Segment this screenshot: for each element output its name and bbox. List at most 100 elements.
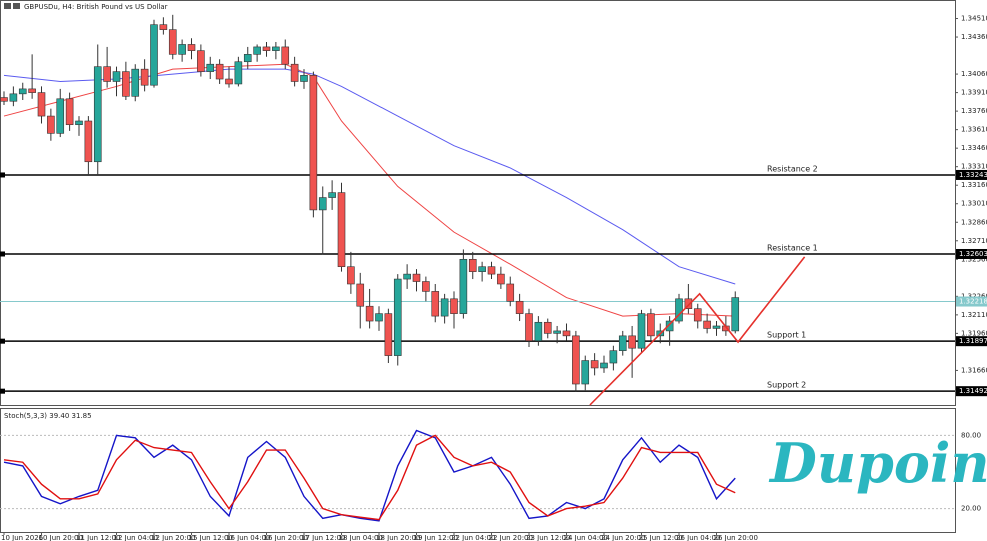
- x-tick-label: 22 Jun 20:00: [489, 534, 533, 541]
- candle-body: [197, 50, 205, 72]
- level-name: Support 1: [767, 331, 806, 340]
- level-name: Support 2: [767, 381, 806, 390]
- candle-body: [234, 61, 243, 85]
- chart-title: GBPUSDu, H4: British Pound vs US Dollar: [24, 3, 168, 11]
- x-tick-label: 25 Jun 12:00: [639, 534, 683, 541]
- candle-body: [84, 120, 93, 163]
- candle-body: [440, 298, 449, 317]
- candle-body: [581, 360, 590, 385]
- y-tick-label: 1.31960: [961, 329, 987, 337]
- y-tick-label: 1.34510: [961, 15, 987, 23]
- candle-body: [37, 92, 46, 117]
- pattern-line: [589, 256, 806, 406]
- candle-body: [553, 330, 561, 334]
- candle-body: [65, 98, 74, 126]
- candle-body: [628, 335, 636, 349]
- candle-body: [459, 258, 468, 314]
- candle-body: [328, 192, 336, 198]
- candle-body: [412, 273, 421, 282]
- candle-body: [140, 68, 149, 86]
- candle-body: [637, 313, 646, 349]
- level-tag: [956, 248, 987, 259]
- level-name: Resistance 2: [767, 164, 818, 173]
- candle-body: [112, 71, 121, 82]
- candle-body: [665, 320, 674, 332]
- x-tick-label: 17 Jun 12:00: [301, 534, 345, 541]
- watermark: Dupoin: [768, 431, 987, 495]
- candle-body: [393, 278, 402, 356]
- y-tick-label: 1.33160: [961, 181, 987, 189]
- x-tick-label: 24 Jun 20:00: [601, 534, 645, 541]
- candle-body: [600, 362, 608, 369]
- candle-body: [243, 54, 252, 63]
- candle-body: [675, 298, 683, 322]
- y-tick-label: 20.00: [961, 505, 981, 513]
- candle-body: [684, 298, 693, 309]
- level-anchor: [0, 388, 5, 394]
- x-tick-label: 18 Jun 20:00: [376, 534, 420, 541]
- candle-body: [712, 325, 721, 329]
- candle-body: [703, 320, 711, 329]
- y-tick-label: 1.32110: [961, 311, 987, 319]
- candle-body: [375, 313, 383, 322]
- icon: [4, 3, 11, 9]
- candle-body: [18, 88, 27, 95]
- y-tick-label: 1.32260: [961, 292, 987, 300]
- stoch-line: [3, 429, 736, 522]
- main-frame: [0, 0, 956, 406]
- level-anchor: [0, 338, 5, 344]
- candle-body: [618, 335, 627, 351]
- candle-body: [187, 44, 196, 51]
- level-anchor: [0, 172, 5, 178]
- candle-body: [150, 24, 158, 86]
- candle-body: [75, 120, 83, 126]
- y-tick-label: 1.32710: [961, 237, 987, 245]
- y-tick-label: 1.34060: [961, 70, 987, 78]
- candle-body: [131, 68, 140, 97]
- level-anchor: [0, 251, 5, 257]
- candle-body: [384, 313, 393, 356]
- candle-body: [103, 66, 111, 82]
- candle-body: [300, 75, 308, 82]
- candle-body: [497, 273, 505, 285]
- level-tag-label: 1.33243: [959, 171, 987, 179]
- level-name: Resistance 1: [767, 243, 818, 252]
- x-tick-label: 24 Jun 04:00: [564, 534, 608, 541]
- candle-body: [590, 360, 599, 369]
- candle-body: [9, 93, 18, 102]
- x-tick-label: 26 Jun 04:00: [676, 534, 720, 541]
- candle-body: [272, 46, 280, 51]
- candle-body: [468, 258, 477, 272]
- candle-body: [159, 24, 168, 30]
- candle-body: [290, 63, 299, 82]
- y-tick-label: 1.33910: [961, 89, 987, 97]
- x-tick-label: 12 Jun 04:00: [114, 534, 158, 541]
- indicator-label: Stoch(5,3,3) 39.40 31.85: [4, 412, 92, 420]
- candle-body: [206, 63, 215, 72]
- x-tick-label: 23 Jun 12:00: [526, 534, 570, 541]
- y-tick-label: 1.33310: [961, 163, 987, 171]
- candle-body: [168, 29, 177, 55]
- x-tick-label: 19 Jun 12:00: [414, 534, 458, 541]
- y-tick-label: 80.00: [961, 431, 981, 439]
- level-tag-label: 1.32603: [959, 250, 987, 258]
- stoch-frame: [0, 408, 956, 533]
- candle-body: [487, 266, 496, 275]
- candle-body: [543, 321, 552, 334]
- candle-body: [281, 46, 290, 65]
- level-tag-label: 1.31897: [959, 337, 987, 345]
- x-tick-label: 12 Jun 20:00: [151, 534, 195, 541]
- candle-body: [403, 273, 411, 280]
- candle-body: [253, 46, 261, 55]
- y-tick-label: 1.34360: [961, 33, 987, 41]
- moving-average: [3, 68, 736, 285]
- y-tick-label: 1.33010: [961, 200, 987, 208]
- icon: [13, 3, 20, 9]
- candle-body: [337, 192, 346, 268]
- x-tick-label: 22 Jun 04:00: [451, 534, 495, 541]
- y-tick-label: 1.33460: [961, 144, 987, 152]
- candle-body: [56, 98, 65, 134]
- candle-body: [422, 281, 430, 292]
- candle-body: [534, 321, 543, 342]
- x-tick-label: 16 Jun 20:00: [264, 534, 308, 541]
